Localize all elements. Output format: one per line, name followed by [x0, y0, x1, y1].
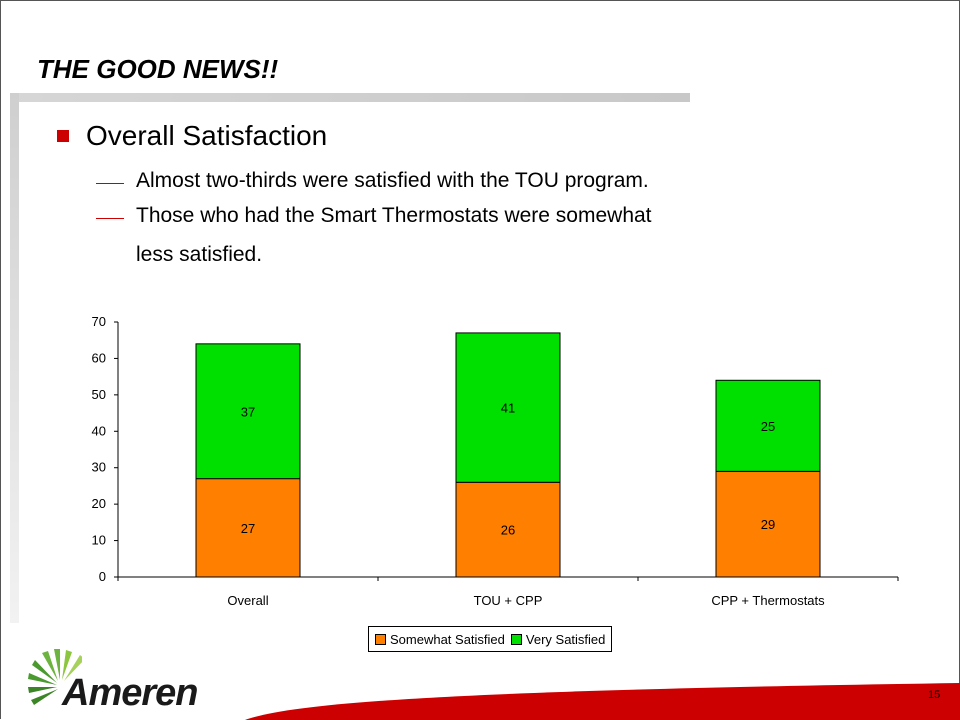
y-tick-label: 20 [92, 496, 106, 511]
data-label: 27 [241, 521, 255, 536]
left-rule [10, 93, 19, 623]
x-tick-label: TOU + CPP [474, 593, 543, 608]
x-tick-label: Overall [227, 593, 268, 608]
chart-legend: Somewhat Satisfied Very Satisfied [368, 626, 613, 652]
dash-icon [96, 183, 124, 184]
sub-bullet-2-continued: less satisfied. [136, 243, 263, 266]
legend-item-somewhat: Somewhat Satisfied [375, 632, 505, 647]
data-label: 37 [241, 404, 255, 419]
x-tick-label: CPP + Thermostats [711, 593, 825, 608]
data-label: 41 [501, 401, 515, 416]
dash-icon [96, 218, 124, 219]
y-tick-label: 0 [99, 569, 106, 584]
legend-item-very: Very Satisfied [510, 631, 606, 647]
data-label: 25 [761, 419, 775, 434]
data-label: 26 [501, 523, 515, 538]
legend-label-somewhat: Somewhat Satisfied [390, 631, 505, 647]
title-rule [10, 93, 690, 102]
y-tick-label: 40 [92, 423, 106, 438]
bar-segment [195, 343, 301, 480]
bullet-text: Overall Satisfaction [86, 120, 328, 151]
bullet-overall-satisfaction: Overall Satisfaction [57, 120, 327, 152]
y-tick-label: 50 [92, 387, 106, 402]
slide-title: THE GOOD NEWS!! [37, 54, 279, 84]
satisfaction-chart: 0 10 20 30 40 50 60 70 27 37 Overall 26 41 TOU + CPP 2… [92, 314, 899, 608]
legend-label-very: Very Satisfied [525, 631, 606, 647]
y-tick-label: 70 [92, 314, 106, 329]
ameren-logo-icon [28, 649, 82, 705]
bar-segment [195, 478, 301, 578]
data-label: 29 [761, 517, 775, 532]
ameren-logo-text: Ameren [62, 672, 198, 714]
bar-segment [715, 470, 821, 578]
sub-bullet-2: Those who had the Smart Thermostats were… [136, 204, 652, 227]
bar-segment [715, 379, 821, 472]
page-number: 15 [928, 689, 941, 701]
y-tick-label: 10 [92, 533, 106, 548]
legend-swatch-somewhat [375, 633, 386, 645]
y-tick-label: 60 [92, 350, 106, 365]
y-tick-label: 30 [92, 460, 106, 475]
legend-swatch-very [510, 633, 522, 645]
bullet-square-icon [57, 130, 69, 142]
sub-bullet-1: Almost two-thirds were satisfied with th… [136, 169, 649, 192]
bar-segment [455, 332, 561, 483]
